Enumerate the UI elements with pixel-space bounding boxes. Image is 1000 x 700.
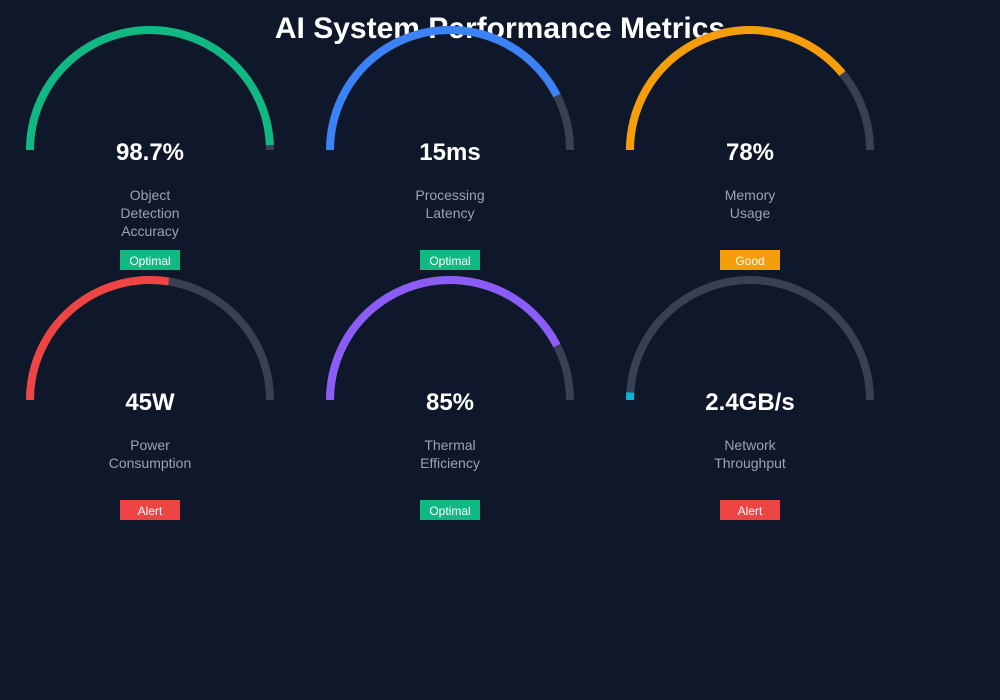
gauge-label: Accuracy (121, 223, 179, 239)
status-badge-bg (420, 500, 480, 520)
status-badge: Alert (720, 500, 780, 520)
gauge-fill (326, 276, 561, 401)
status-badge-bg (120, 500, 180, 520)
status-badge: Alert (120, 500, 180, 520)
gauge-card: 85% Thermal Efficiency Optimal (326, 276, 574, 520)
status-badge-label: Good (735, 254, 764, 268)
gauge-fill (26, 276, 170, 401)
status-badge-label: Optimal (429, 254, 470, 268)
gauge-track (326, 276, 574, 401)
gauge-fill (626, 26, 846, 151)
gauge-track (26, 276, 274, 401)
gauge-label: Latency (425, 205, 474, 221)
status-badge-bg (420, 250, 480, 270)
gauge-track (626, 276, 874, 401)
status-badge: Optimal (420, 250, 480, 270)
gauge-value: 45W (125, 389, 175, 416)
gauge-card: 78% Memory Usage Good (626, 26, 874, 270)
gauge-card: 2.4GB/s Network Throughput Alert (626, 276, 874, 520)
gauge-card: 45W Power Consumption Alert (26, 276, 274, 520)
gauge-value: 98.7% (116, 139, 184, 166)
gauge-track (626, 26, 874, 151)
status-badge-bg (120, 250, 180, 270)
status-badge-label: Optimal (129, 254, 170, 268)
gauge-card: 98.7% Object Detection Accuracy Optimal (26, 26, 274, 270)
gauge-fill (326, 26, 561, 151)
gauge-label: Thermal (424, 437, 475, 453)
gauge-label: Power (130, 437, 170, 453)
gauge-label: Usage (730, 205, 771, 221)
gauge-label: Memory (725, 187, 776, 203)
gauge-value: 85% (426, 389, 474, 416)
gauge-value: 78% (726, 139, 774, 166)
gauge-value: 2.4GB/s (705, 389, 794, 416)
gauge-label: Consumption (109, 455, 192, 471)
gauge-track (326, 26, 574, 151)
status-badge-bg (720, 250, 780, 270)
status-badge-bg (720, 500, 780, 520)
gauge-value: 15ms (419, 139, 480, 166)
gauge-label: Throughput (714, 455, 786, 471)
gauge-label: Efficiency (420, 455, 480, 471)
status-badge: Good (720, 250, 780, 270)
gauge-label: Detection (120, 205, 179, 221)
status-badge: Optimal (120, 250, 180, 270)
gauge-label: Processing (415, 187, 484, 203)
status-badge-label: Alert (738, 504, 763, 518)
gauge-card: 15ms Processing Latency Optimal (326, 26, 574, 270)
status-badge: Optimal (420, 500, 480, 520)
gauge-track (26, 26, 274, 151)
gauge-label: Network (724, 437, 776, 453)
gauge-label: Object (130, 187, 171, 203)
gauge-fill (26, 26, 274, 151)
status-badge-label: Alert (138, 504, 163, 518)
status-badge-label: Optimal (429, 504, 470, 518)
